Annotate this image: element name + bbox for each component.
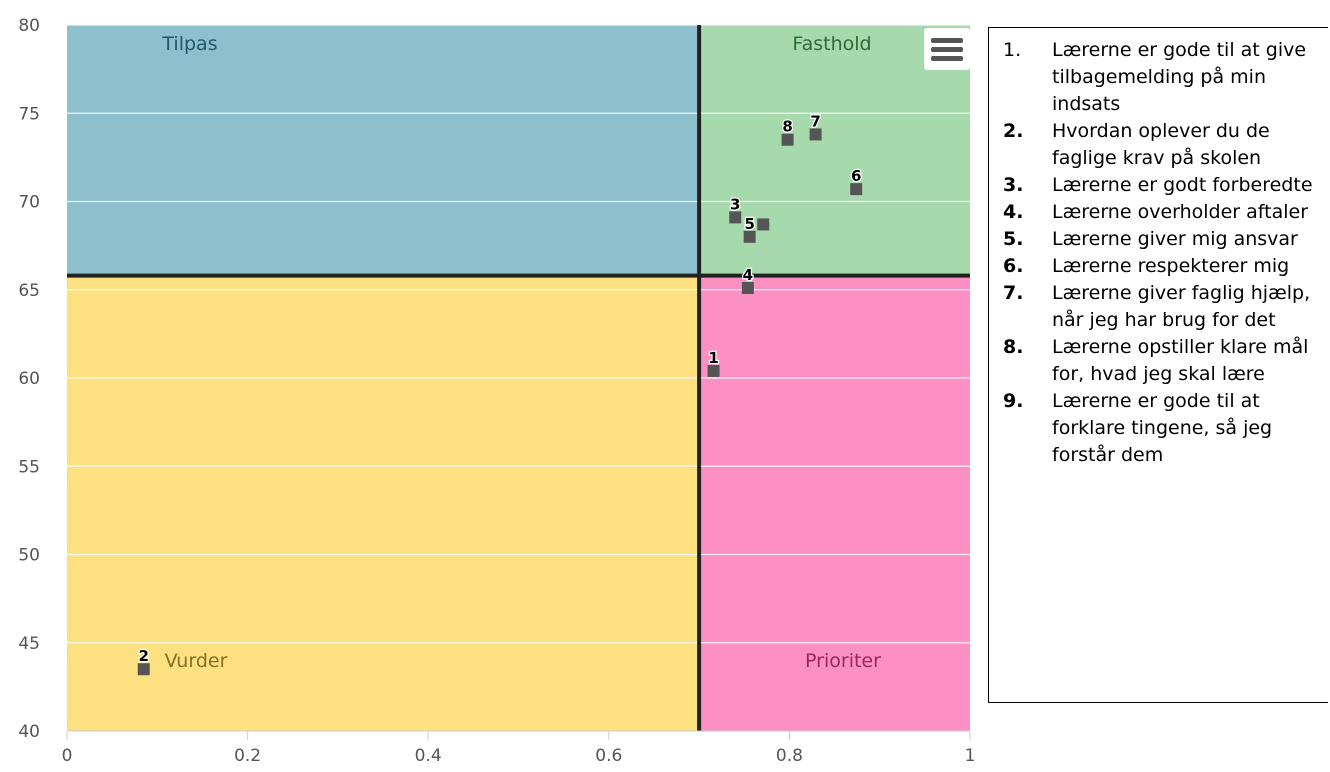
y-tick-label: 70: [18, 193, 40, 213]
y-tick-label: 40: [18, 722, 40, 742]
legend-item-text: Lærerne er gode til at forklare tingene,…: [1052, 390, 1273, 466]
legend-item: 8. Lærerne opstiller klare mål for, hvad …: [989, 334, 1328, 388]
data-point[interactable]: [137, 663, 150, 676]
legend-item: 6. Lærerne respekterer mig: [989, 253, 1328, 280]
y-tick-label: 65: [18, 281, 40, 301]
x-tick-label: 0.8: [776, 746, 803, 766]
data-point[interactable]: [729, 211, 742, 224]
x-tick-label: 0.4: [415, 746, 442, 766]
legend-item-text: Lærerne overholder aftaler: [1052, 201, 1309, 223]
y-tick-label: 50: [18, 546, 40, 566]
legend-item-text: Lærerne opstiller klare mål for, hvad je…: [1052, 336, 1309, 385]
legend-item: 4. Lærerne overholder aftaler: [989, 199, 1328, 226]
data-point-label: 6: [851, 167, 861, 185]
legend-item-number: 6.: [1003, 255, 1024, 277]
quadrant-label-bottom-right: Prioriter: [805, 650, 881, 672]
data-point[interactable]: [850, 183, 863, 196]
data-point-label: 5: [744, 215, 754, 233]
legend-item-text: Lærerne respekterer mig: [1052, 255, 1290, 277]
data-point-label: 4: [743, 266, 753, 284]
data-point[interactable]: [809, 128, 822, 141]
legend-item-text: Lærerne er gode til at give tilbagemeldi…: [1052, 39, 1307, 115]
legend-item-text: Hvordan oplever du de faglige krav på sk…: [1052, 120, 1270, 169]
x-tick-label: 0.6: [595, 746, 622, 766]
data-point-label: 3: [730, 195, 740, 213]
legend-item-number: 3.: [1003, 174, 1024, 196]
x-tick-label: 0: [62, 746, 73, 766]
legend-item-number: 1.: [1003, 39, 1022, 61]
y-tick-label: 80: [18, 16, 40, 36]
chart-menu-button[interactable]: [924, 28, 970, 70]
y-tick-label: 75: [18, 104, 40, 124]
legend-item-number: 2.: [1003, 120, 1024, 142]
data-point-label: 7: [810, 112, 820, 130]
x-tick-label: 1: [965, 746, 976, 766]
data-point[interactable]: [781, 133, 794, 146]
quadrant-label-top-left: Tilpas: [161, 33, 217, 55]
data-point-label: 2: [139, 647, 149, 665]
legend-item-text: Lærerne er godt forberedte: [1052, 174, 1313, 196]
data-point-label: 1: [708, 349, 718, 367]
data-point-label: 8: [782, 118, 792, 136]
data-point[interactable]: [741, 281, 754, 294]
y-tick-label: 45: [18, 634, 40, 654]
y-tick-label: 55: [18, 457, 40, 477]
legend-item: 9. Lærerne er gode til at forklare tingen…: [989, 388, 1328, 469]
legend-item-number: 8.: [1003, 336, 1024, 358]
legend-item-number: 5.: [1003, 228, 1024, 250]
legend-item: 3. Lærerne er godt forberedte: [989, 172, 1328, 199]
legend-item-number: 7.: [1003, 282, 1024, 304]
data-point[interactable]: [743, 230, 756, 243]
quadrant-label-top-right: Fasthold: [792, 33, 871, 55]
data-point[interactable]: [757, 218, 770, 231]
quadrant-bottom-left: [67, 275, 700, 731]
quadrant-top-left: [67, 25, 700, 276]
legend-item-number: 4.: [1003, 201, 1024, 223]
legend-panel: 1. Lærerne er gode til at give tilbagemel…: [988, 27, 1328, 703]
data-point[interactable]: [707, 364, 720, 377]
legend-item: 2. Hvordan oplever du de faglige krav på …: [989, 118, 1328, 172]
quadrant-bottom-right: [699, 275, 970, 731]
legend-item: 7. Lærerne giver faglig hjælp, når jeg ha…: [989, 280, 1328, 334]
x-tick-label: 0.2: [234, 746, 261, 766]
legend-item: 5. Lærerne giver mig ansvar: [989, 226, 1328, 253]
legend-item-text: Lærerne giver mig ansvar: [1052, 228, 1298, 250]
y-tick-label: 60: [18, 369, 40, 389]
quadrant-label-bottom-left: Vurder: [165, 650, 228, 672]
legend-item: 1. Lærerne er gode til at give tilbagemel…: [989, 37, 1328, 118]
hamburger-menu-icon: [931, 34, 963, 65]
legend-item-text: Lærerne giver faglig hjælp, når jeg har …: [1052, 282, 1311, 331]
legend-item-number: 9.: [1003, 390, 1024, 412]
